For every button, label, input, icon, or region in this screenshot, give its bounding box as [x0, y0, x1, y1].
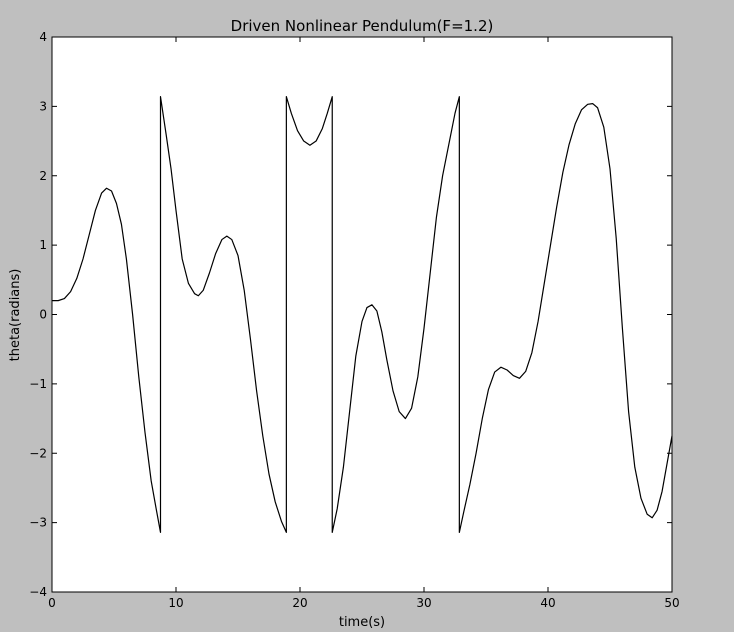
y-tick-label: −1: [29, 377, 47, 391]
plot-area: [52, 37, 672, 592]
y-tick-label: 0: [39, 308, 47, 322]
tick-labels: 0 10 20 30 40 50 −4 −3 −2 −1 0 1 2 3 4: [29, 30, 679, 610]
y-tick-label: 4: [39, 30, 47, 44]
x-tick-label: 0: [48, 596, 56, 610]
y-axis-label: theta(radians): [8, 269, 23, 362]
y-tick-label: −3: [29, 516, 47, 530]
y-tick-label: 1: [39, 238, 47, 252]
series-layer: [52, 96, 673, 533]
x-tick-label: 20: [292, 596, 307, 610]
x-tick-label: 50: [664, 596, 679, 610]
chart-title: Driven Nonlinear Pendulum(F=1.2): [231, 17, 494, 35]
x-tick-label: 30: [416, 596, 431, 610]
series-line: [52, 96, 673, 533]
plot-frame: [51, 36, 673, 593]
x-tick-label: 40: [540, 596, 555, 610]
y-tick-label: 2: [39, 169, 47, 183]
y-tick-label: 3: [39, 99, 47, 113]
y-tick-label: −4: [29, 585, 47, 599]
y-tick-label: −2: [29, 446, 47, 460]
x-tick-label: 10: [168, 596, 183, 610]
x-axis-label: time(s): [339, 615, 385, 628]
